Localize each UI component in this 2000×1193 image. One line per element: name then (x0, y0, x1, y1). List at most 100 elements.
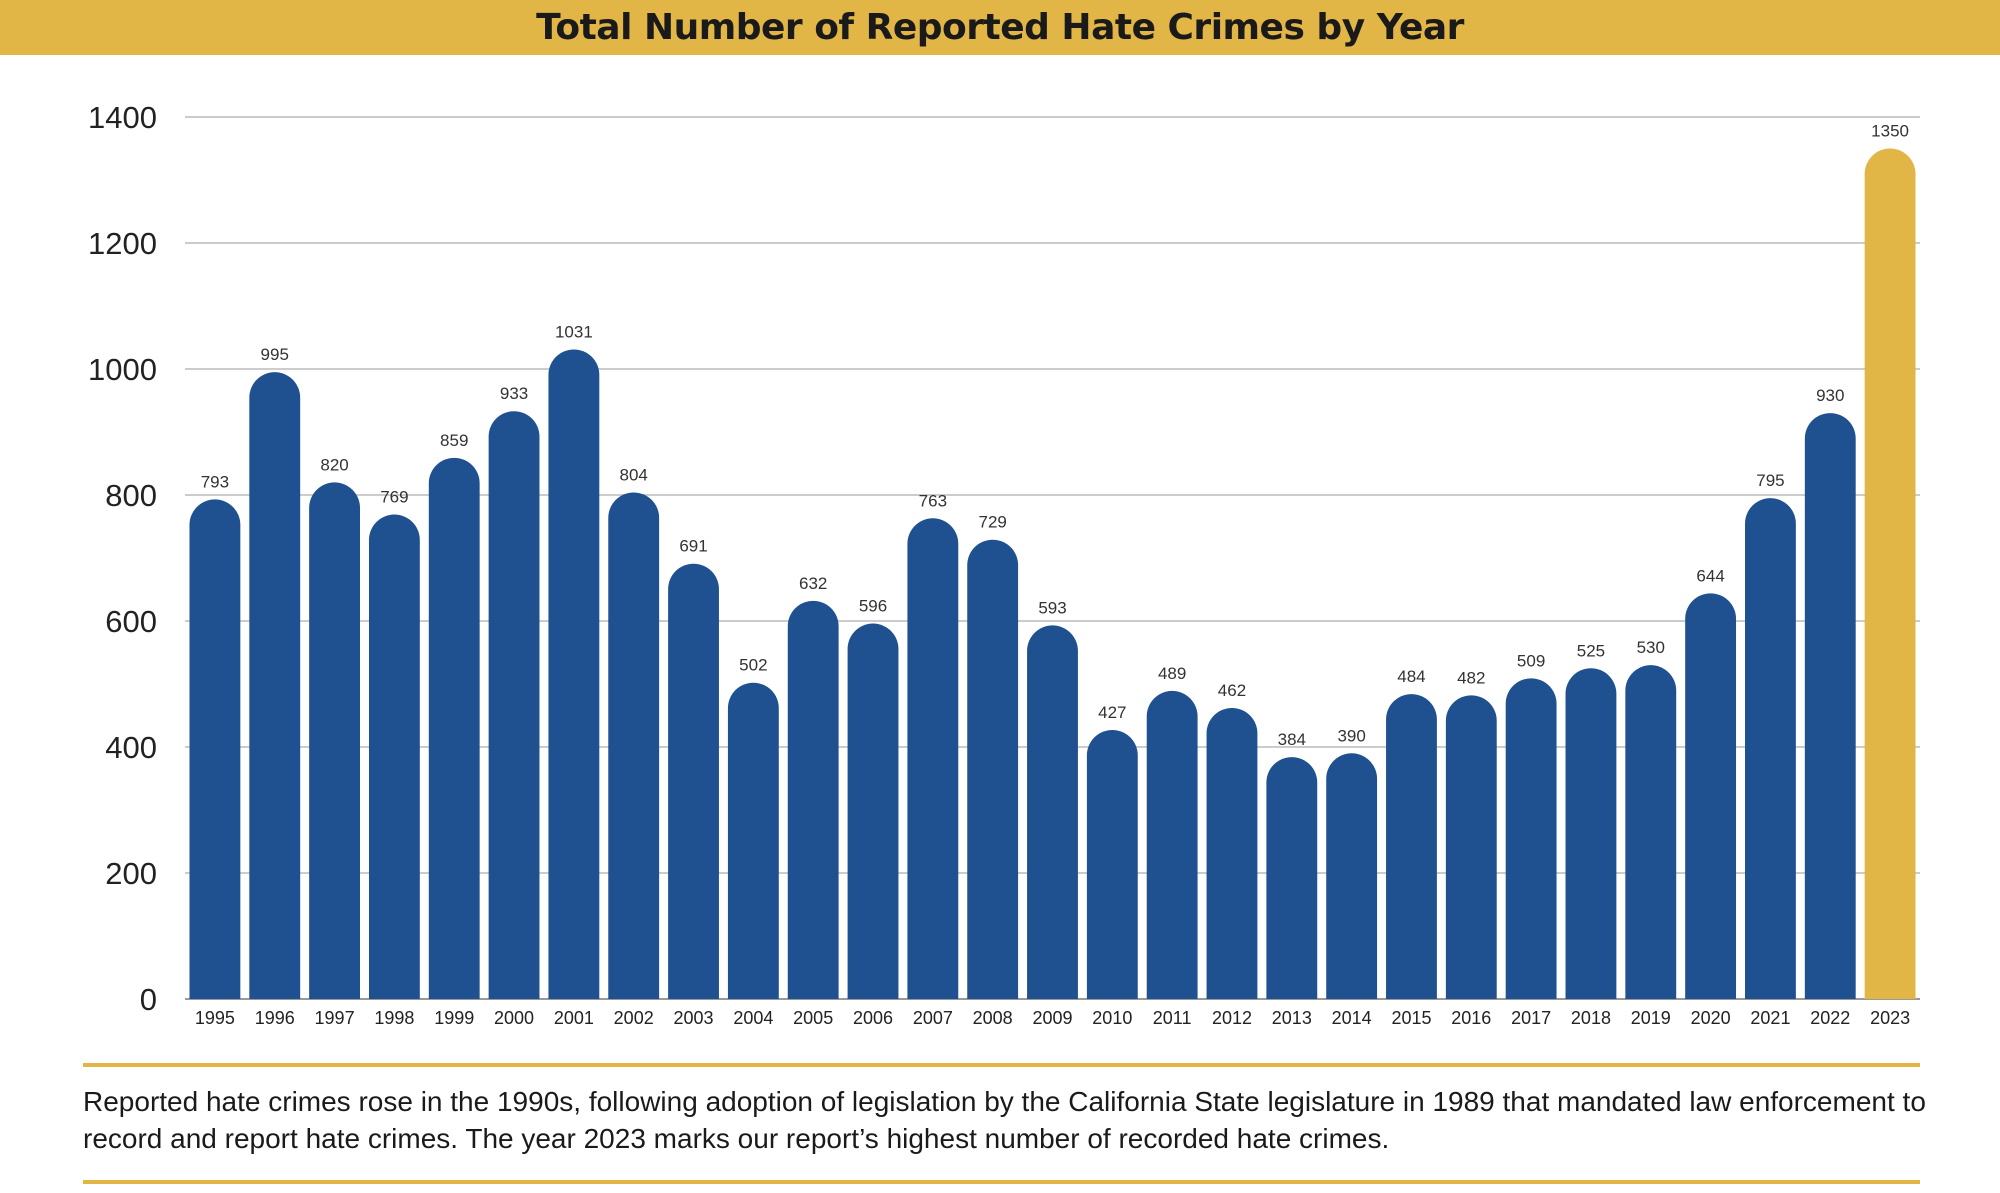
x-tick-label: 2023 (1870, 1008, 1910, 1028)
x-tick-label: 2009 (1032, 1008, 1072, 1028)
y-tick-label: 800 (105, 478, 157, 513)
data-label: 793 (201, 472, 229, 491)
data-label: 502 (739, 656, 767, 675)
bar-2002 (608, 492, 660, 999)
x-tick-label: 2020 (1691, 1008, 1731, 1028)
data-label: 525 (1577, 641, 1605, 660)
y-tick-label: 1000 (88, 352, 157, 387)
data-label: 427 (1098, 703, 1126, 722)
bar-2017 (1505, 678, 1557, 999)
data-label: 769 (380, 488, 408, 507)
bar-2021 (1745, 498, 1796, 999)
bar-2022 (1804, 413, 1856, 999)
bar-2016 (1445, 695, 1497, 999)
x-tick-label: 1996 (255, 1008, 295, 1028)
data-label: 804 (620, 465, 648, 484)
title-band: Total Number of Reported Hate Crimes by … (0, 0, 2000, 55)
chart-title: Total Number of Reported Hate Crimes by … (536, 7, 1464, 48)
bar-2005 (787, 600, 839, 999)
x-tick-label: 1998 (374, 1008, 414, 1028)
x-tick-label: 2022 (1810, 1008, 1850, 1028)
data-label: 484 (1397, 667, 1425, 686)
data-label: 995 (261, 345, 289, 364)
bar-2012 (1206, 707, 1258, 999)
bar-1999 (428, 457, 480, 999)
x-tick-label: 2001 (554, 1008, 594, 1028)
data-label: 530 (1637, 638, 1665, 657)
x-tick-label: 2019 (1631, 1008, 1671, 1028)
bar-2001 (548, 349, 600, 1000)
data-label: 691 (679, 537, 707, 556)
bottom-divider (83, 1180, 1920, 1184)
data-label: 390 (1337, 726, 1365, 745)
data-label: 509 (1517, 651, 1545, 670)
bar-chart: 0 200 400 600 800 1000 1200 1400 793 1995 995 1996 8… (88, 100, 1920, 1028)
x-tick-label: 1997 (315, 1008, 355, 1028)
bar-2003 (668, 563, 719, 999)
bar-2007 (907, 518, 959, 999)
data-label: 820 (320, 455, 348, 474)
y-tick-label: 600 (105, 604, 157, 639)
y-tick-label: 400 (105, 730, 157, 765)
data-label: 930 (1816, 386, 1844, 405)
data-label: 462 (1218, 681, 1246, 700)
bar-2006 (847, 623, 899, 999)
y-tick-label: 1200 (88, 226, 157, 261)
data-label: 859 (440, 431, 468, 450)
bar-2009 (1027, 625, 1078, 999)
x-tick-label: 2017 (1511, 1008, 1551, 1028)
x-tick-label: 2000 (494, 1008, 534, 1028)
bar-2011 (1146, 690, 1198, 999)
data-label: 632 (799, 574, 827, 593)
x-tick-label: 2013 (1272, 1008, 1312, 1028)
x-tick-label: 2006 (853, 1008, 893, 1028)
data-label: 1350 (1871, 122, 1909, 141)
bar-1996 (249, 372, 301, 999)
bar-1998 (368, 514, 420, 999)
data-label: 593 (1038, 598, 1066, 617)
bar-2023 (1864, 148, 1916, 999)
data-label: 729 (978, 513, 1006, 532)
data-label: 644 (1696, 566, 1724, 585)
x-tick-label: 2014 (1332, 1008, 1372, 1028)
x-tick-label: 2003 (674, 1008, 714, 1028)
top-divider (83, 1063, 1920, 1067)
bar-2020 (1685, 593, 1737, 999)
x-tick-label: 2015 (1391, 1008, 1431, 1028)
bar-1995 (189, 499, 241, 999)
x-tick-label: 2016 (1451, 1008, 1491, 1028)
bar-2008 (967, 539, 1019, 999)
y-tick-label: 0 (140, 982, 157, 1017)
data-label: 1031 (555, 322, 593, 341)
bar-2014 (1326, 753, 1378, 999)
data-label: 933 (500, 384, 528, 403)
x-tick-label: 2021 (1750, 1008, 1790, 1028)
data-label: 384 (1278, 730, 1306, 749)
bar-2000 (488, 411, 540, 1000)
x-tick-label: 2012 (1212, 1008, 1252, 1028)
bar-1997 (309, 482, 360, 999)
x-tick-label: 2011 (1153, 1008, 1192, 1028)
x-tick-label: 2008 (973, 1008, 1013, 1028)
y-tick-label: 200 (105, 856, 157, 891)
x-tick-label: 1999 (434, 1008, 474, 1028)
data-label: 763 (919, 491, 947, 510)
bar-2015 (1386, 694, 1437, 999)
caption: Reported hate crimes rose in the 1990s, … (83, 1086, 1926, 1154)
x-tick-label: 2007 (913, 1008, 953, 1028)
x-tick-label: 2005 (793, 1008, 833, 1028)
data-label: 482 (1457, 668, 1485, 687)
x-tick-label: 2004 (733, 1008, 773, 1028)
data-label: 795 (1756, 471, 1784, 490)
data-label: 596 (859, 597, 887, 616)
bar-2010 (1086, 729, 1138, 999)
bar-2019 (1625, 665, 1677, 999)
data-label: 489 (1158, 664, 1186, 683)
x-tick-label: 2002 (614, 1008, 654, 1028)
x-tick-label: 2018 (1571, 1008, 1611, 1028)
x-tick-label: 2010 (1092, 1008, 1132, 1028)
bar-2013 (1266, 757, 1318, 999)
bar-2018 (1565, 668, 1617, 999)
x-tick-label: 1995 (195, 1008, 235, 1028)
y-tick-label: 1400 (88, 100, 157, 135)
